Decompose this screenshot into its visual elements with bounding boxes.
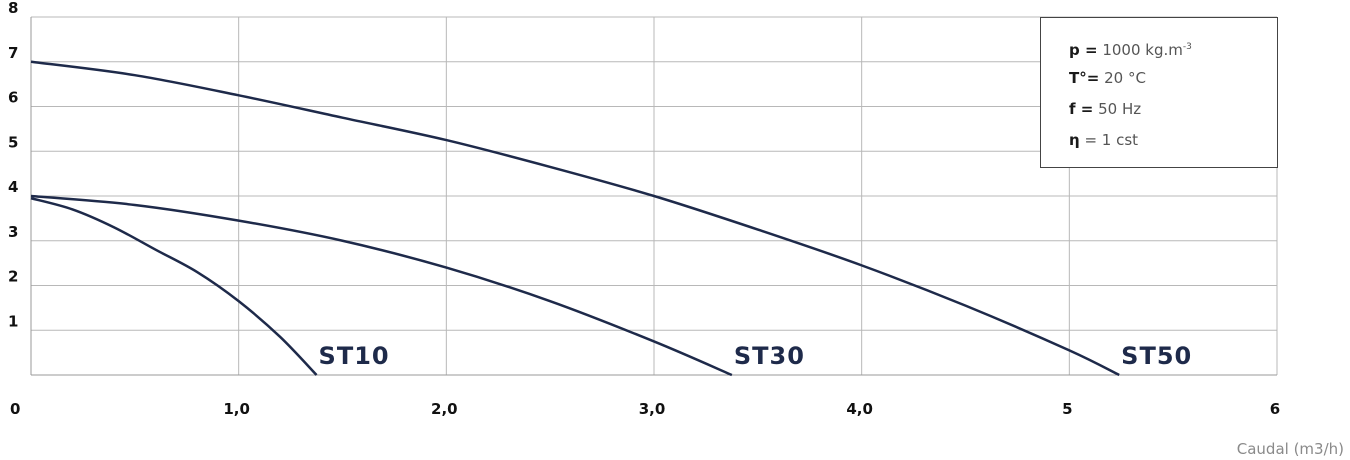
conditions-box: p = 1000 kg.m-3 T°= 20 °C f = 50 Hz η = … (1040, 17, 1278, 168)
info-value: = 1 cst (1084, 131, 1139, 149)
info-value: 20 °C (1104, 69, 1146, 87)
y-tick-label: 6 (8, 89, 18, 107)
x-axis-label: Caudal (m3/h) (1236, 440, 1344, 458)
x-tick-label: 4,0 (846, 400, 873, 418)
y-tick-label: 8 (8, 0, 18, 17)
info-label: η (1069, 131, 1080, 149)
y-tick-label: 3 (8, 223, 18, 241)
series-curve-st30 (30, 194, 733, 377)
info-value: 50 Hz (1098, 100, 1142, 118)
info-value: 1000 kg.m (1102, 41, 1183, 59)
series-label-st30: ST30 (734, 342, 805, 370)
info-row-density: p = 1000 kg.m-3 (1069, 36, 1277, 67)
y-tick-label: 7 (8, 44, 18, 62)
x-tick-label: 3,0 (639, 400, 666, 418)
info-label: f = (1069, 100, 1094, 118)
y-tick-label: 2 (8, 268, 18, 286)
info-sup: -3 (1182, 42, 1192, 52)
info-row-viscosity: η = 1 cst (1069, 129, 1277, 160)
x-tick-label: 0 (10, 400, 20, 418)
y-tick-label: 5 (8, 133, 18, 151)
series-label-st50: ST50 (1121, 342, 1192, 370)
y-tick-label: 1 (8, 312, 18, 330)
info-row-temperature: T°= 20 °C (1069, 67, 1277, 98)
series-curve-st10 (30, 197, 318, 376)
series-label-st10: ST10 (319, 342, 390, 370)
info-label: p = (1069, 41, 1098, 59)
info-row-frequency: f = 50 Hz (1069, 98, 1277, 129)
info-label: T°= (1069, 69, 1100, 87)
y-tick-label: 4 (8, 178, 18, 196)
x-tick-label: 1,0 (223, 400, 250, 418)
x-tick-label: 6 (1270, 400, 1280, 418)
x-tick-label: 5 (1062, 400, 1072, 418)
x-tick-label: 2,0 (431, 400, 458, 418)
series-curve-st50 (30, 60, 1120, 377)
